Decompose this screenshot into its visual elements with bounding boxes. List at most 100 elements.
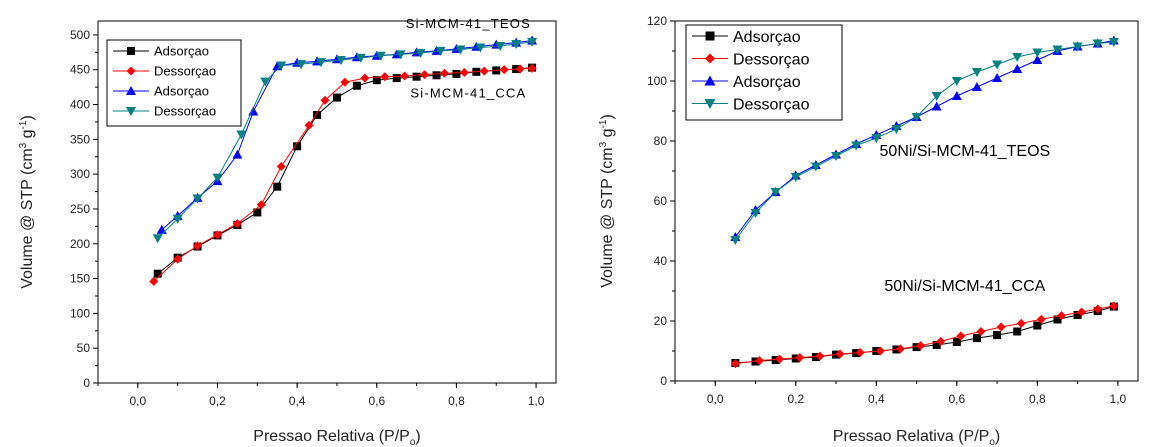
data-point	[936, 336, 946, 346]
data-point	[992, 73, 1003, 82]
x-axis-title-end: )	[995, 428, 1000, 445]
data-point	[313, 110, 322, 119]
data-point	[193, 241, 203, 251]
data-point	[956, 331, 966, 341]
series-2	[730, 301, 1119, 369]
data-point	[439, 68, 449, 78]
y-axis-title-mid: g	[599, 128, 616, 141]
data-point	[392, 74, 401, 83]
x-tick-label: 1,0	[1110, 392, 1127, 406]
data-point	[992, 60, 1003, 70]
data-point	[149, 276, 159, 286]
data-point	[236, 130, 247, 140]
x-axis-title-sub: o	[989, 437, 995, 447]
data-point	[912, 343, 921, 352]
data-point	[952, 338, 961, 346]
data-point	[972, 334, 981, 343]
data-point	[795, 353, 805, 363]
data-point	[1093, 304, 1103, 314]
data-point	[791, 354, 800, 363]
data-point	[173, 254, 183, 264]
data-point	[1077, 307, 1087, 317]
data-point	[499, 65, 509, 75]
data-point	[875, 346, 885, 356]
data-point	[332, 93, 341, 102]
x-axis-title-main: Pressao Relativa (P/P	[253, 428, 410, 445]
data-point	[475, 43, 486, 53]
series-2	[149, 63, 537, 286]
data-point	[355, 53, 366, 63]
data-point	[775, 354, 785, 364]
series-1	[731, 302, 1118, 367]
data-point	[755, 356, 765, 366]
data-point	[895, 344, 905, 354]
data-point	[771, 356, 780, 364]
data-point	[932, 341, 941, 349]
data-point	[971, 68, 982, 77]
data-point	[1052, 45, 1063, 55]
y-axis-title-sup: 3	[598, 141, 609, 147]
data-point	[459, 68, 469, 78]
annotation-label: Si-MCM-41_TEOS	[406, 16, 531, 31]
legend-marker	[126, 107, 136, 116]
data-point	[375, 51, 386, 61]
x-tick-label: 0,8	[1029, 392, 1046, 406]
x-axis-title-sub: o	[410, 437, 416, 447]
data-point	[1092, 39, 1103, 49]
y-axis-title-sup: 3	[18, 142, 29, 148]
data-point	[304, 120, 314, 130]
data-point	[400, 71, 410, 81]
legend-label: Adsorçao	[733, 74, 801, 91]
y-axis-title-main: Volume @ STP (cm	[599, 147, 616, 287]
data-point	[1109, 301, 1119, 311]
data-point	[951, 77, 962, 86]
series-line	[157, 41, 533, 239]
data-point	[515, 64, 525, 74]
data-point	[276, 161, 286, 171]
x-tick-label: 0,0	[129, 394, 146, 408]
data-point	[730, 236, 741, 245]
data-point	[253, 208, 262, 217]
x-tick-label: 0,6	[948, 392, 965, 406]
data-point	[153, 269, 162, 278]
x-tick-label: 0,2	[209, 394, 226, 408]
data-point	[340, 77, 350, 87]
y-tick-label: 450	[70, 63, 90, 77]
data-point	[750, 209, 761, 218]
legend-marker	[127, 47, 135, 55]
data-point	[851, 141, 862, 151]
data-point	[372, 76, 381, 85]
data-point	[360, 73, 370, 83]
data-point	[831, 152, 842, 161]
data-point	[395, 50, 406, 60]
y-tick-label: 250	[70, 202, 90, 216]
series-4	[730, 38, 1119, 245]
data-point	[479, 66, 489, 76]
data-point	[320, 95, 330, 105]
data-point	[152, 234, 163, 244]
data-point	[1036, 314, 1046, 324]
data-point	[435, 46, 446, 56]
x-tick-label: 0,0	[707, 392, 724, 406]
legend-marker	[704, 75, 716, 86]
x-tick-label: 0,2	[787, 392, 804, 406]
data-point	[951, 91, 962, 100]
x-tick-label: 0,8	[448, 394, 465, 408]
data-point	[420, 70, 430, 80]
data-point	[455, 45, 466, 55]
data-point	[212, 173, 223, 183]
data-point	[272, 61, 283, 71]
y-tick-label: 0	[83, 376, 90, 390]
x-tick-label: 0,4	[289, 394, 306, 408]
y-tick-label: 300	[70, 167, 90, 181]
data-point	[916, 341, 926, 351]
y-axis-title-end: )	[19, 115, 36, 120]
y-tick-label: 200	[70, 237, 90, 251]
data-point	[770, 188, 781, 197]
data-point	[335, 55, 346, 65]
y-axis-title-end: )	[599, 114, 616, 119]
data-point	[855, 348, 865, 357]
data-point	[276, 61, 287, 71]
x-axis-title: Pressao Relativa (P/Po)	[253, 428, 420, 447]
legend: Adsorçao Dessorçao Adsorçao Dessorçao	[685, 24, 843, 121]
